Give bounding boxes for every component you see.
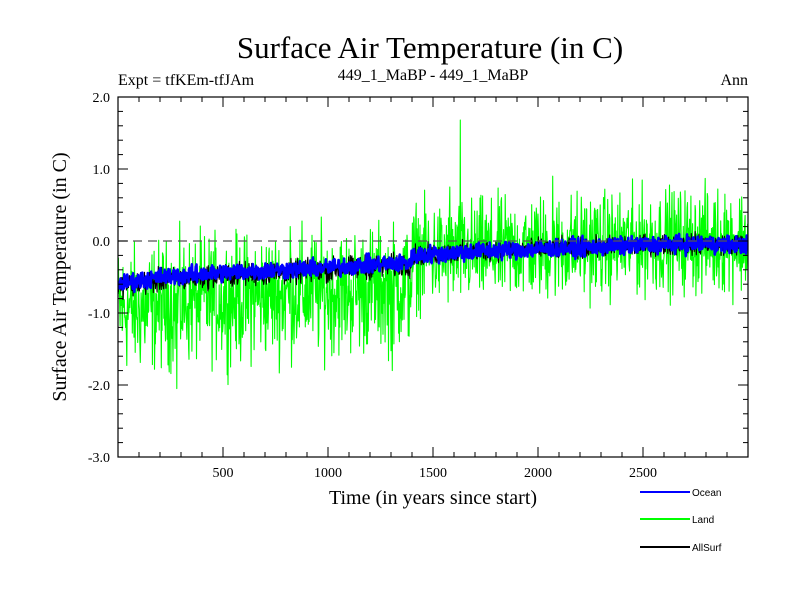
series-line-land [118, 119, 748, 390]
x-tick-label: 500 [213, 466, 234, 481]
subtitle-right: Ann [720, 72, 748, 89]
y-axis-label: Surface Air Temperature (in C) [49, 152, 71, 401]
y-tick-label: -1.0 [88, 307, 110, 322]
y-tick-label: 0.0 [93, 235, 111, 250]
legend-label-land: Land [692, 515, 714, 526]
y-tick-label: -2.0 [88, 379, 110, 394]
x-tick-label: 2000 [524, 466, 552, 481]
x-tick-label: 1000 [314, 466, 342, 481]
x-tick-label: 2500 [629, 466, 657, 481]
subtitle-center: 449_1_MaBP - 449_1_MaBP [338, 67, 529, 84]
y-tick-label: 1.0 [93, 163, 111, 178]
x-axis-label: Time (in years since start) [329, 487, 537, 509]
series-layer [118, 119, 748, 390]
y-tick-label: 2.0 [93, 91, 111, 106]
series-line-ocean [118, 232, 748, 294]
legend-label-ocean: Ocean [692, 488, 721, 499]
legend-label-allsurf: AllSurf [692, 543, 722, 554]
subtitle-left: Expt = tfKEm-tfJAm [118, 72, 255, 89]
y-tick-label: -3.0 [88, 451, 110, 466]
x-tick-label: 1500 [419, 466, 447, 481]
legend: Ocean Land AllSurf [640, 488, 722, 554]
ticks-layer: 500 1000 1500 2000 2500 -3.0 -2.0 -1.0 0.0 1.0 2.0 [88, 91, 748, 481]
chart-title: Surface Air Temperature (in C) [237, 30, 623, 65]
